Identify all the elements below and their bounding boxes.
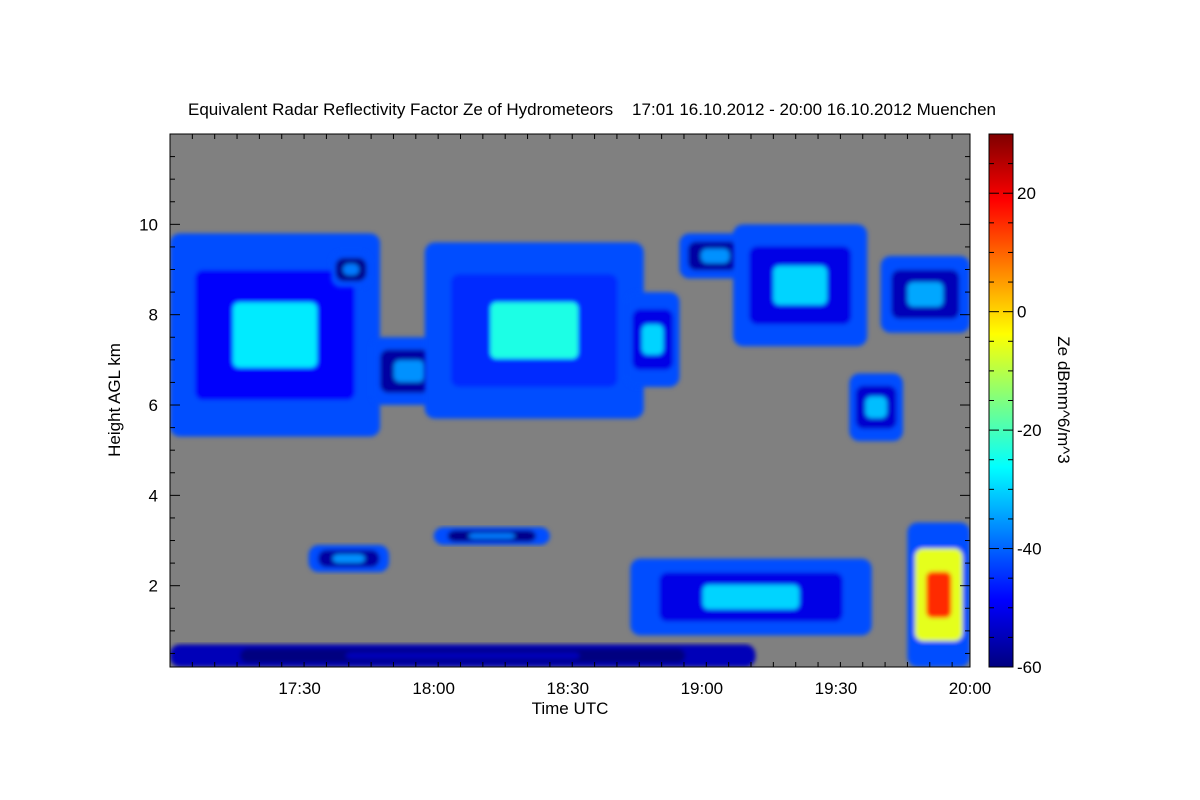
x-axis: 17:30 18:00 18:30 19:00 19:30 20:00 [169, 134, 992, 698]
echo-region [330, 251, 372, 288]
echo-region [170, 644, 756, 667]
colorbar-tick-label: 20 [1017, 184, 1036, 203]
colorbar-tick-label: -40 [1017, 540, 1042, 559]
colorbar-axis: -60 -40 -20 0 20 [989, 133, 1042, 677]
colorbar-label: Ze dBmm^6/m^3 [1054, 336, 1073, 463]
echo-layer [170, 224, 970, 667]
y-tick-label: 6 [149, 396, 158, 415]
plot-frame [169, 133, 971, 668]
x-tick-label: 18:00 [412, 679, 455, 698]
x-axis-label: Time UTC [532, 699, 609, 718]
x-tick-label: 19:30 [815, 679, 858, 698]
echo-region [630, 558, 872, 636]
y-tick-label: 10 [139, 215, 158, 234]
echo-region [849, 373, 903, 442]
echo-region [308, 545, 389, 573]
x-tick-label: 17:30 [278, 679, 321, 698]
x-tick-label: 19:00 [681, 679, 724, 698]
colorbar-tick-label: -20 [1017, 421, 1042, 440]
x-tick-label: 20:00 [949, 679, 992, 698]
echo-region [625, 292, 680, 387]
y-axis-label: Height AGL km [105, 343, 124, 457]
colorbar-tick-label: 0 [1017, 303, 1026, 322]
chart-title: Equivalent Radar Reflectivity Factor Ze … [188, 100, 996, 119]
y-tick-label: 2 [149, 577, 158, 596]
echo-region [433, 526, 550, 546]
y-tick-label: 8 [149, 306, 158, 325]
echo-region [907, 522, 970, 667]
echo-region [880, 255, 970, 333]
y-axis: 2 4 6 8 10 [139, 133, 970, 654]
echo-region [733, 224, 868, 347]
echo-region [170, 233, 381, 437]
x-tick-label: 18:30 [546, 679, 589, 698]
colorbar-tick-label: -60 [1017, 658, 1042, 677]
echo-region [424, 242, 644, 419]
y-tick-label: 4 [149, 486, 158, 505]
